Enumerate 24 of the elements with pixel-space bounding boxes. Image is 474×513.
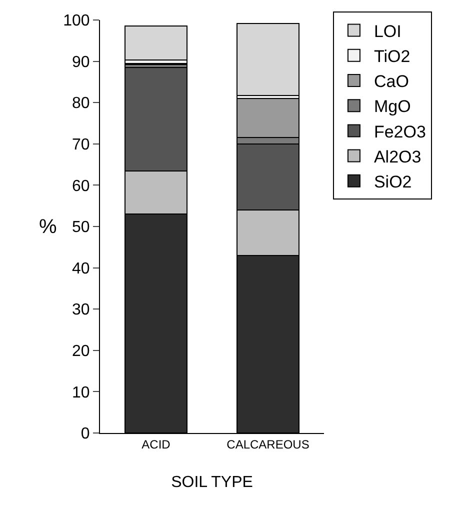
y-tick-label: 40 xyxy=(72,260,90,278)
y-tick-label: 20 xyxy=(72,343,90,360)
legend-label: SiO2 xyxy=(374,172,412,192)
legend-label: CaO xyxy=(374,72,409,92)
legend-label: Fe2O3 xyxy=(374,122,426,142)
y-tick-label: 50 xyxy=(72,219,90,236)
y-axis-title: % xyxy=(39,216,57,238)
x-tick-label: CALCAREOUS xyxy=(226,437,310,452)
y-tick-label: 30 xyxy=(72,302,90,319)
legend-label: TiO2 xyxy=(374,47,410,66)
legend-label: LOI xyxy=(374,22,402,41)
legend-label: Al2O3 xyxy=(374,147,422,166)
legend-label: MgO xyxy=(374,97,411,116)
x-axis-title: SOIL TYPE xyxy=(171,474,253,492)
x-tick-label: ACID xyxy=(142,437,171,452)
y-tick-label: 100 xyxy=(63,12,90,30)
y-tick-label: 0 xyxy=(80,426,90,443)
y-tick-label: 10 xyxy=(72,384,90,402)
y-tick-label: 70 xyxy=(72,136,90,154)
bar xyxy=(236,22,300,96)
bar xyxy=(124,25,188,61)
y-tick-label: 60 xyxy=(72,178,90,195)
y-tick-label: 80 xyxy=(72,95,90,112)
y-tick-label: 90 xyxy=(72,54,90,71)
